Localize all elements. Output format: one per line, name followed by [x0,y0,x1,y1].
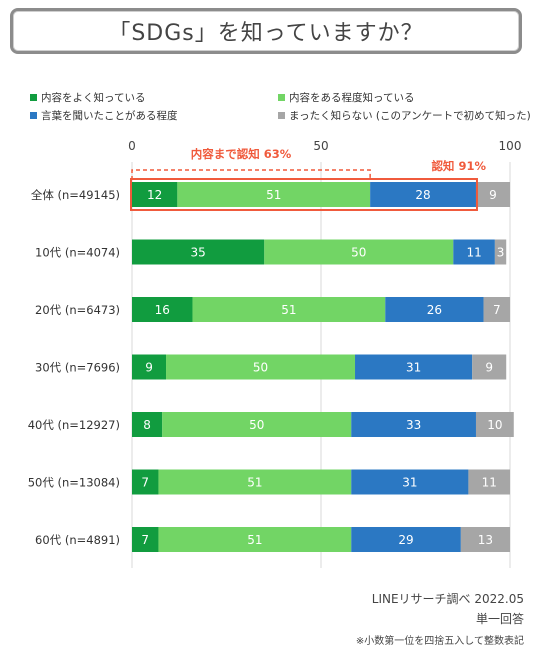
bar-segment [468,469,510,495]
bar-segment [177,182,371,207]
data-label: 12 [147,188,162,202]
bar-segment [385,297,484,322]
data-label: 9 [489,188,497,202]
data-label: 13 [478,533,493,547]
content-known-label: 内容まで認知 63% [191,147,292,161]
bar-segment [460,527,510,552]
bar-segment [475,412,514,437]
data-label: 33 [406,418,421,432]
data-label: 35 [191,246,206,260]
data-label: 28 [415,188,430,202]
data-label: 51 [266,188,281,202]
data-label: 7 [141,476,149,490]
category-label: 40代 (n=12927) [28,418,120,432]
category-label: 全体 (n=49145) [31,188,120,202]
data-label: 26 [427,303,442,317]
category-label: 50代 (n=13084) [28,476,120,490]
bar-segment [132,527,159,552]
data-label: 11 [466,246,481,260]
category-label: 10代 (n=4074) [35,246,120,260]
data-label: 16 [155,303,170,317]
legend-label: 言葉を聞いたことがある程度 [41,110,178,122]
legend-label: 内容をある程度知っている [289,92,415,104]
legend-swatch [278,94,285,101]
bar-segment [355,354,473,380]
category-label: 30代 (n=7696) [35,361,120,375]
source-note: LINEリサーチ調べ 2022.05 [371,592,524,606]
data-label: 51 [281,303,296,317]
x-tick-label: 0 [128,139,136,153]
answer-type-note: 単一回答 [475,612,524,626]
bar-segment [132,469,159,495]
bar-segment [158,527,352,552]
data-label: 50 [249,418,264,432]
data-label: 3 [497,246,505,260]
chart-title: 「SDGs」を知っていますか？ [108,21,424,46]
data-label: 7 [141,533,149,547]
x-tick-label: 100 [499,139,522,153]
data-label: 51 [247,533,262,547]
legend-item-heard: 言葉を聞いたことがある程度 [30,108,178,123]
legend-swatch [30,94,37,101]
bar-segment [166,354,356,380]
bar-segment [158,469,352,495]
bar-segment [494,239,507,265]
chart-title-box: 「SDGs」を知っていますか？ [10,8,522,54]
bar-segment [132,182,178,207]
content-known-bracket [131,169,371,180]
aware-highlight-box [130,178,478,211]
legend-item-unknown: まったく知らない (このアンケートで初めて知った) [278,108,531,123]
bar-segment [351,527,461,552]
bar-segment [472,354,507,380]
data-label: 11 [482,476,497,490]
category-label: 20代 (n=6473) [35,303,120,317]
legend-item-know-somewhat: 内容をある程度知っている [278,90,414,105]
aware-label: 認知 91% [431,159,486,173]
bar-segment [370,182,476,207]
bar-segment [475,182,510,207]
data-label: 8 [143,418,151,432]
data-label: 9 [485,361,493,375]
bar-segment [351,412,476,437]
rounding-note: ※小数第一位を四捨五入して整数表記 [355,636,524,647]
data-label: 51 [247,476,262,490]
data-label: 50 [351,246,366,260]
bar-segment [264,239,454,265]
bar-segment [192,297,386,322]
bar-segment [351,469,469,495]
legend-label: まったく知らない (このアンケートで初めて知った) [289,110,531,122]
bar-segment [132,412,163,437]
x-tick-label: 50 [313,139,328,153]
legend-swatch [30,112,37,119]
bar-segment [483,297,510,322]
bar-segment [453,239,495,265]
data-label: 9 [145,361,153,375]
bar-segment [132,297,193,322]
data-label: 50 [253,361,268,375]
data-label: 7 [493,303,501,317]
bar-segment [132,239,265,265]
data-label: 31 [406,361,421,375]
legend-swatch [278,112,285,119]
data-label: 31 [402,476,417,490]
bar-segment [132,354,167,380]
bar-segment [162,412,352,437]
category-label: 60代 (n=4891) [35,533,120,547]
data-label: 10 [487,418,502,432]
legend-item-know-content: 内容をよく知っている [30,90,145,105]
data-label: 29 [398,533,413,547]
legend-label: 内容をよく知っている [41,92,146,104]
